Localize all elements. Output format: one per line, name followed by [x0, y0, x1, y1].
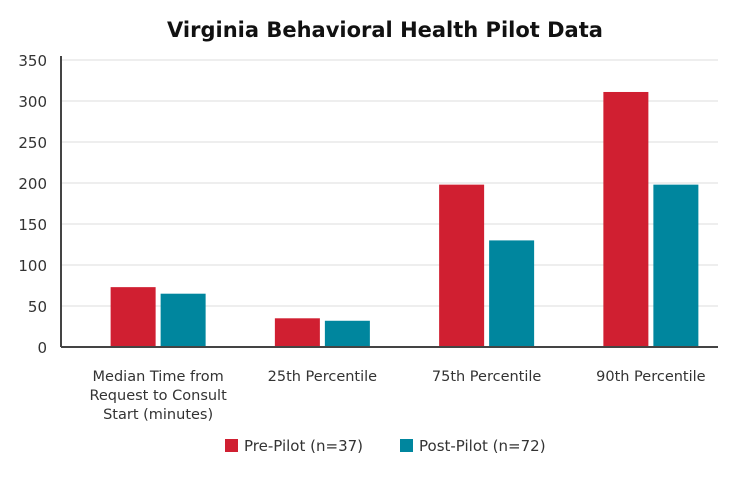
bar-pre-pilot [439, 184, 485, 347]
y-tick-label: 100 [18, 257, 47, 275]
legend-swatch [225, 439, 238, 452]
y-tick-label: 50 [28, 298, 47, 316]
legend-label: Post-Pilot (n=72) [419, 437, 546, 455]
y-tick-label: 200 [18, 175, 47, 193]
y-tick-label: 300 [18, 93, 47, 111]
bar-pre-pilot [110, 287, 156, 347]
x-category-label: 25th Percentile [268, 369, 378, 385]
x-category-label: 75th Percentile [432, 369, 542, 385]
legend-label: Pre-Pilot (n=37) [244, 437, 363, 455]
y-tick-label: 150 [18, 216, 47, 234]
x-category-label: 90th Percentile [596, 369, 706, 385]
x-category-label: Median Time from Request to Consult Start … [89, 369, 227, 423]
y-tick-label: 0 [37, 339, 47, 357]
bar-pre-pilot [274, 318, 320, 347]
y-tick-label: 250 [18, 134, 47, 152]
legend-swatch [400, 439, 413, 452]
bar-post-pilot [324, 320, 370, 347]
bar-post-pilot [489, 240, 535, 347]
bar-pre-pilot [603, 91, 649, 347]
y-tick-label: 350 [18, 52, 47, 70]
chart-title: Virginia Behavioral Health Pilot Data [167, 18, 603, 42]
bar-post-pilot [160, 293, 206, 347]
bar-post-pilot [653, 184, 699, 347]
